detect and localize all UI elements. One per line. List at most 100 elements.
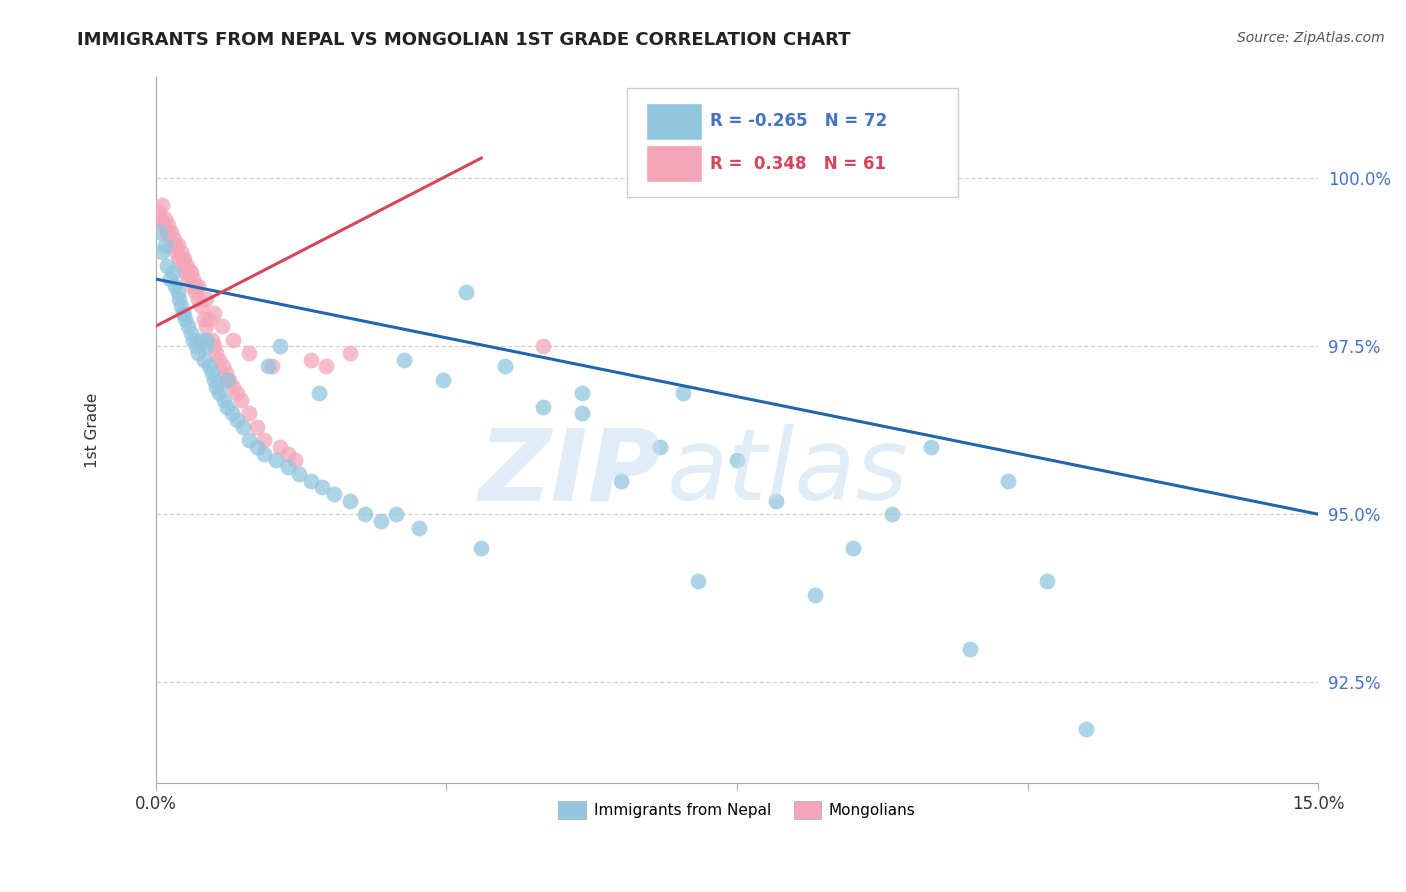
Point [299, 474, 322, 488]
Point [173, 252, 195, 266]
Point [172, 305, 194, 319]
FancyBboxPatch shape [627, 88, 957, 197]
Point [470, 541, 492, 555]
Point [176, 259, 198, 273]
Point [181, 272, 204, 286]
Point [172, 252, 194, 266]
Point [201, 333, 224, 347]
Point [174, 312, 197, 326]
Point [315, 359, 337, 374]
Point [181, 333, 204, 347]
Point [277, 447, 299, 461]
Point [195, 292, 218, 306]
Point [226, 386, 249, 401]
Point [269, 440, 291, 454]
Point [725, 453, 748, 467]
Point [221, 406, 243, 420]
Point [299, 352, 322, 367]
Point [156, 225, 179, 239]
Point [160, 225, 183, 239]
Point [277, 460, 299, 475]
Point [195, 339, 218, 353]
Point [323, 487, 346, 501]
Point [253, 447, 276, 461]
Point [842, 541, 865, 555]
Point [153, 238, 176, 252]
Point [172, 305, 194, 319]
Point [232, 420, 254, 434]
Point [217, 400, 239, 414]
Point [370, 514, 392, 528]
Y-axis label: 1st Grade: 1st Grade [86, 392, 100, 468]
Point [571, 406, 593, 420]
FancyBboxPatch shape [647, 103, 702, 139]
Point [222, 379, 245, 393]
Point [262, 359, 284, 374]
Point [159, 232, 181, 246]
Point [186, 339, 208, 353]
Point [190, 299, 212, 313]
Point [226, 413, 249, 427]
Point [202, 373, 225, 387]
Point [177, 272, 200, 286]
Point [162, 265, 184, 279]
Point [222, 333, 245, 347]
Point [149, 225, 172, 239]
Point [238, 434, 260, 448]
Point [148, 204, 170, 219]
Point [959, 641, 981, 656]
Point [180, 265, 202, 279]
Point [408, 521, 430, 535]
Point [152, 219, 174, 233]
Point [214, 366, 236, 380]
Point [648, 440, 671, 454]
Point [165, 238, 187, 252]
Legend: Immigrants from Nepal, Mongolians: Immigrants from Nepal, Mongolians [553, 795, 922, 825]
Point [494, 359, 516, 374]
Point [167, 252, 190, 266]
Text: atlas: atlas [668, 424, 908, 521]
Point [162, 238, 184, 252]
Point [166, 238, 188, 252]
Point [257, 359, 280, 374]
Point [531, 400, 554, 414]
Point [229, 392, 252, 407]
FancyBboxPatch shape [647, 145, 702, 182]
Point [202, 339, 225, 353]
Point [208, 386, 231, 401]
Point [432, 373, 454, 387]
Point [211, 319, 233, 334]
Point [253, 434, 276, 448]
Point [157, 219, 180, 233]
Point [246, 420, 269, 434]
Point [339, 493, 361, 508]
Point [920, 440, 942, 454]
Point [187, 292, 209, 306]
Point [190, 333, 212, 347]
Point [311, 480, 333, 494]
Point [174, 265, 197, 279]
Text: ZIP: ZIP [478, 424, 661, 521]
Point [238, 346, 260, 360]
Point [159, 272, 181, 286]
Point [187, 346, 209, 360]
Point [205, 346, 228, 360]
Point [195, 333, 218, 347]
Point [180, 278, 202, 293]
Point [169, 245, 191, 260]
Point [149, 211, 172, 226]
Point [264, 453, 287, 467]
Point [339, 346, 361, 360]
Point [205, 379, 228, 393]
Point [179, 265, 201, 279]
Point [156, 259, 179, 273]
Text: R = -0.265   N = 72: R = -0.265 N = 72 [710, 112, 887, 130]
Point [197, 312, 219, 326]
Text: IMMIGRANTS FROM NEPAL VS MONGOLIAN 1ST GRADE CORRELATION CHART: IMMIGRANTS FROM NEPAL VS MONGOLIAN 1ST G… [77, 31, 851, 49]
Point [150, 245, 173, 260]
Point [308, 386, 330, 401]
Point [180, 326, 202, 340]
Point [193, 352, 215, 367]
Point [165, 245, 187, 260]
Point [153, 211, 176, 226]
